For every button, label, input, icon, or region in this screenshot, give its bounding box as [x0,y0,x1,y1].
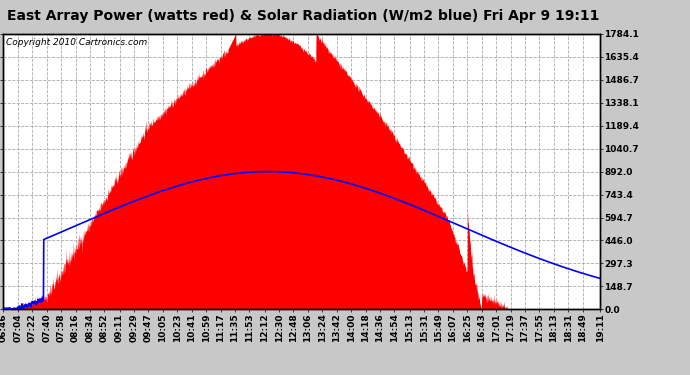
Text: East Array Power (watts red) & Solar Radiation (W/m2 blue) Fri Apr 9 19:11: East Array Power (watts red) & Solar Rad… [8,9,600,23]
Text: Copyright 2010 Cartronics.com: Copyright 2010 Cartronics.com [6,38,148,47]
